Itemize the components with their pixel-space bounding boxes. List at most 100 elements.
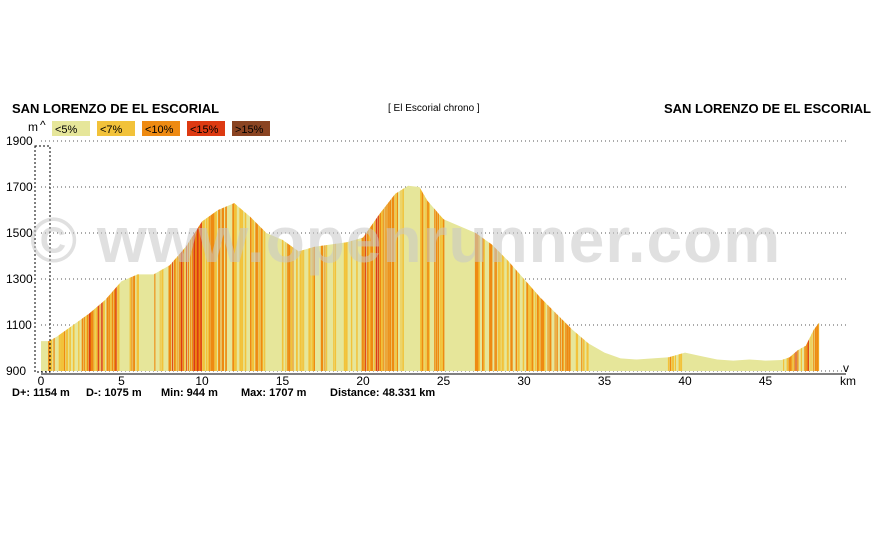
x-tick-label: 5 [118,374,125,388]
legend-swatch [52,121,90,136]
slope-stripe [212,185,215,371]
slope-stripe [790,185,792,371]
slope-stripe [350,185,353,371]
slope-stripe [506,185,509,371]
slope-stripe [499,185,501,371]
slope-stripe [373,185,376,371]
legend-label: <10% [145,124,174,136]
y-tick-label: 1100 [6,318,32,332]
x-axis-arrow: v [843,361,849,375]
slope-stripe [423,185,425,371]
slope-stripe [335,185,337,371]
legend-label: >15% [235,124,264,136]
slope-stripe [200,185,202,371]
slope-stripe [381,185,383,371]
slope-stripe [182,185,185,371]
slope-stripe [483,185,485,371]
slope-stripe [320,185,324,371]
slope-stripe [368,185,371,371]
slope-stripe [255,185,258,371]
y-tick-label: 1500 [6,226,33,240]
slope-stripe [287,185,289,371]
slope-stripe [377,185,379,371]
y-axis-label: m [28,120,38,134]
slope-stripe [285,185,287,371]
slope-stripe [370,185,373,371]
legend-label: <5% [55,124,78,136]
slope-stripe [510,185,513,371]
y-tick-label: 900 [6,364,26,378]
slope-stripe [786,185,788,371]
slope-stripe [797,185,799,371]
slope-stripe [375,185,377,371]
slope-stripe [356,185,358,371]
slope-stripe [372,185,374,371]
slope-stripe [795,185,797,371]
slope-stripe [788,185,791,371]
slope-stripe [818,185,820,371]
slope-stripe [191,185,193,371]
legend-swatch [232,121,270,136]
x-axis-label: km [840,374,856,388]
slope-stripe [363,185,365,371]
slope-stripe [296,185,298,371]
stat-d-plus: D+: 1154 m [12,387,70,399]
x-tick-label: 20 [356,374,370,388]
slope-stripe [232,185,235,371]
slope-stripe [402,185,404,371]
slope-stripe [434,185,436,371]
slope-stripe [308,185,311,371]
slope-legend: <5% <7% <10% <15% >15% [52,121,270,136]
slope-stripe [814,185,817,371]
slope-stripe [136,185,139,371]
slope-stripe [262,185,264,371]
slope-stripe [131,185,133,371]
slope-stripe [389,185,392,371]
slope-stripe [168,185,171,371]
slope-stripe [474,185,477,371]
slope-stripe [343,185,346,371]
slope-stripe [437,185,439,371]
slope-stripe [427,185,430,371]
slope-stripe [260,185,263,371]
x-tick-label: 25 [437,374,451,388]
end-location-label: SAN LORENZO DE EL ESCORIAL [664,101,871,116]
y-tick-labels: 900 1100 1300 1500 1700 1900 [6,134,33,378]
slope-stripe [490,185,493,371]
slope-stripe [393,185,395,371]
slope-stripe [264,185,266,371]
slope-stripe [313,185,315,371]
slope-stripe [202,185,205,371]
slope-stripe [515,185,517,371]
slope-stripe [809,185,811,371]
slope-stripe [326,185,328,371]
slope-stripe [195,185,198,371]
route-name-label: [ El Escorial chrono ] [388,103,480,114]
slope-stripe [813,185,815,371]
slope-stripe [791,185,794,371]
slope-stripe [161,185,164,371]
slope-stripe [439,185,442,371]
slope-stripe [345,185,348,371]
x-tick-label: 40 [678,374,692,388]
x-tick-label: 10 [195,374,209,388]
stat-distance: Distance: 48.331 km [330,387,435,399]
x-tick-label: 45 [759,374,773,388]
legend-swatch [97,121,135,136]
slope-stripe [384,185,386,371]
slope-stripe [290,185,293,371]
slope-stripe [129,185,131,371]
stat-min: Min: 944 m [161,387,218,399]
slope-stripe [397,185,398,371]
slope-stripe [478,185,480,371]
slope-stripe [257,185,259,371]
start-location-label: SAN LORENZO DE EL ESCORIAL [12,101,219,116]
slope-stripe [159,185,161,371]
slope-stripe [497,185,500,371]
slope-stripe [420,185,423,371]
slope-stripe [239,185,242,371]
slope-stripe [382,185,384,371]
slope-stripe [177,185,179,371]
slope-stripe [522,185,525,371]
